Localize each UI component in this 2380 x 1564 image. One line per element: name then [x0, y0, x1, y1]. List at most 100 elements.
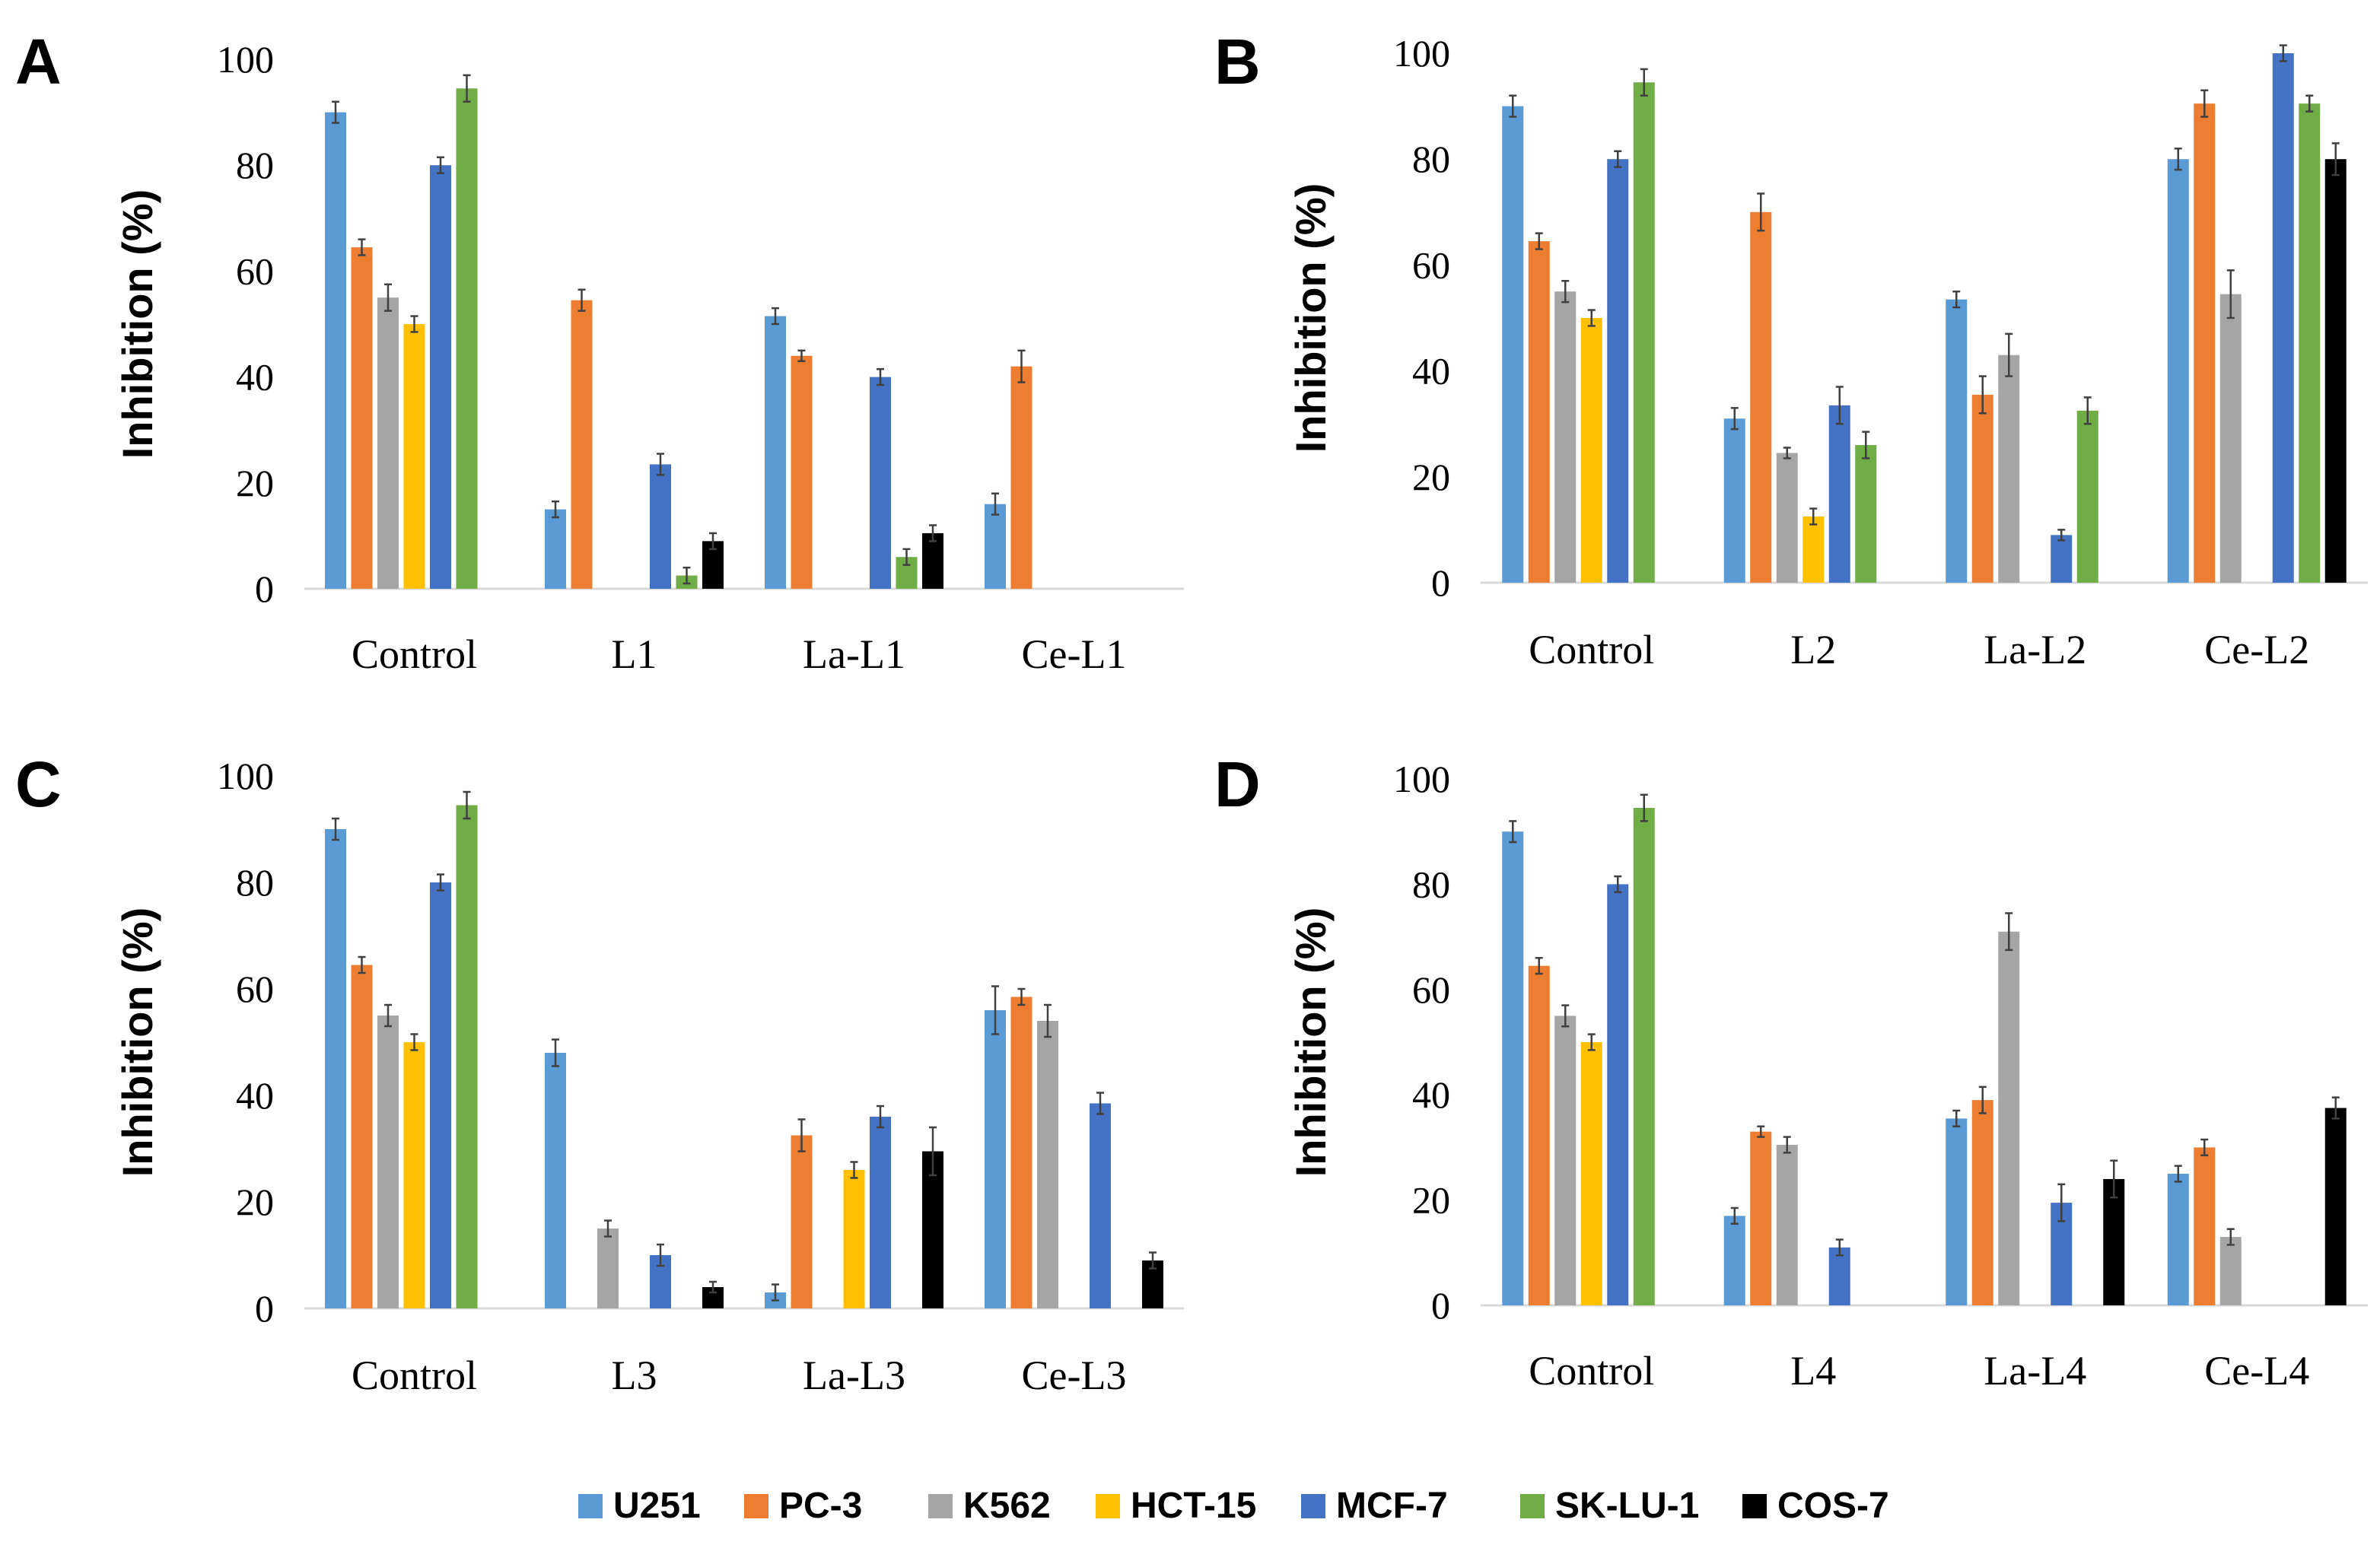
error-bar: [929, 1126, 937, 1177]
category-label: Control: [1529, 1348, 1654, 1394]
error-bar: [552, 500, 559, 519]
bar-k562: [1776, 453, 1798, 583]
bar-k562: [1037, 1021, 1058, 1308]
error-bar: [2279, 44, 2287, 62]
y-tick-label: 20: [1412, 456, 1450, 498]
error-bar: [1730, 407, 1739, 431]
legend-item: HCT-15: [1096, 1486, 1256, 1526]
error-bar: [1149, 1251, 1157, 1270]
error-bar: [2174, 1165, 2182, 1183]
bar-u251: [2167, 1174, 2189, 1305]
category-label: Ce-L1: [1022, 631, 1127, 677]
bar-hct-15: [1580, 318, 1602, 583]
error-bar: [1835, 386, 1844, 425]
error-bar: [410, 1033, 418, 1051]
error-bar: [2057, 529, 2066, 542]
legend-item: K562: [928, 1486, 1051, 1526]
category-label: Ce-L4: [2204, 1348, 2309, 1394]
y-tick-label: 0: [255, 1287, 274, 1330]
legend-swatch: [1520, 1494, 1545, 1518]
bar-sk-lu-1: [1855, 445, 1877, 583]
error-bar: [1978, 1086, 1987, 1114]
error-bar: [437, 156, 444, 174]
error-bar: [1096, 1092, 1104, 1115]
bar-pc-3: [1750, 1131, 1772, 1305]
error-bar: [1044, 1003, 1052, 1038]
bar-mcf-7: [1090, 1103, 1111, 1308]
bar-mcf-7: [1828, 405, 1850, 583]
legend-item: COS-7: [1742, 1486, 1889, 1526]
error-bar: [772, 1283, 779, 1302]
bar-sk-lu-1: [2076, 410, 2098, 583]
bar-k562: [597, 1229, 619, 1308]
y-tick-label: 0: [1431, 1284, 1450, 1327]
panel-a: A Inhibition (%) 0 20 40 60 80 100 Control L1 La-L…: [15, 26, 1184, 677]
error-bar: [2083, 396, 2092, 425]
y-tick-label: 60: [236, 250, 274, 292]
bar-mcf-7: [2051, 535, 2073, 583]
legend-swatch: [1096, 1494, 1120, 1518]
bar-pc-3: [1010, 366, 1032, 589]
bar-cos-7: [2103, 1178, 2125, 1305]
legend-label: SK-LU-1: [1555, 1486, 1699, 1526]
bar-k562: [377, 297, 399, 589]
error-bar: [877, 1105, 884, 1129]
y-tick-label: 40: [236, 356, 274, 399]
error-bar: [2005, 912, 2013, 952]
error-bar: [384, 283, 392, 312]
bar-u251: [1723, 418, 1745, 583]
category-label: L1: [612, 631, 657, 677]
error-bar: [1783, 447, 1791, 459]
bar-cos-7: [2324, 1108, 2347, 1305]
legend-label: PC-3: [779, 1486, 862, 1526]
error-bar: [1640, 793, 1648, 822]
bar-hct-15: [1803, 517, 1825, 583]
error-bar: [2110, 1159, 2118, 1199]
error-bar: [1952, 290, 1961, 309]
error-bar: [682, 566, 691, 585]
bar-sk-lu-1: [456, 88, 478, 589]
bar-u251: [1946, 1118, 1968, 1305]
bar-mcf-7: [1607, 159, 1629, 583]
bar-u251: [985, 504, 1006, 589]
y-tick-label: 20: [236, 462, 274, 504]
y-axis-title: Inhibition (%): [113, 908, 161, 1178]
error-bar: [850, 1161, 858, 1179]
category-label: La-L3: [803, 1353, 905, 1398]
bar-hct-15: [403, 324, 425, 589]
bar-mcf-7: [870, 1117, 891, 1308]
category-label: L4: [1790, 1348, 1836, 1394]
error-bar: [332, 817, 339, 841]
error-bar: [1783, 1136, 1791, 1154]
error-bar: [410, 315, 418, 333]
error-bar: [2057, 1183, 2066, 1222]
bar-cos-7: [922, 532, 943, 589]
error-bar: [797, 349, 806, 362]
bar-pc-3: [571, 300, 593, 589]
error-bar: [384, 1003, 392, 1028]
error-bar: [358, 238, 366, 256]
bar-u251: [325, 829, 346, 1308]
panel-letter: D: [1214, 749, 1261, 820]
error-bar: [709, 1280, 717, 1294]
y-tick-label: 100: [1393, 758, 1450, 800]
panel-letter: C: [15, 749, 62, 820]
bar-mcf-7: [870, 377, 891, 589]
bar-pc-3: [1528, 965, 1550, 1305]
y-tick-label: 20: [1412, 1179, 1450, 1222]
y-tick-label: 60: [1412, 243, 1450, 286]
y-tick-label: 40: [1412, 350, 1450, 393]
error-bar: [657, 453, 664, 476]
bar-mcf-7: [2272, 53, 2294, 583]
error-bar: [1509, 94, 1517, 118]
category-label: Control: [352, 631, 477, 677]
error-bar: [1614, 150, 1622, 168]
y-tick-label: 80: [1412, 863, 1450, 905]
legend-item: SK-LU-1: [1520, 1486, 1699, 1526]
bar-pc-3: [351, 965, 373, 1308]
bar-u251: [325, 112, 346, 590]
bar-k562: [377, 1016, 399, 1308]
bar-u251: [1723, 1216, 1745, 1305]
error-bar: [358, 955, 366, 974]
y-tick-label: 40: [236, 1074, 274, 1117]
